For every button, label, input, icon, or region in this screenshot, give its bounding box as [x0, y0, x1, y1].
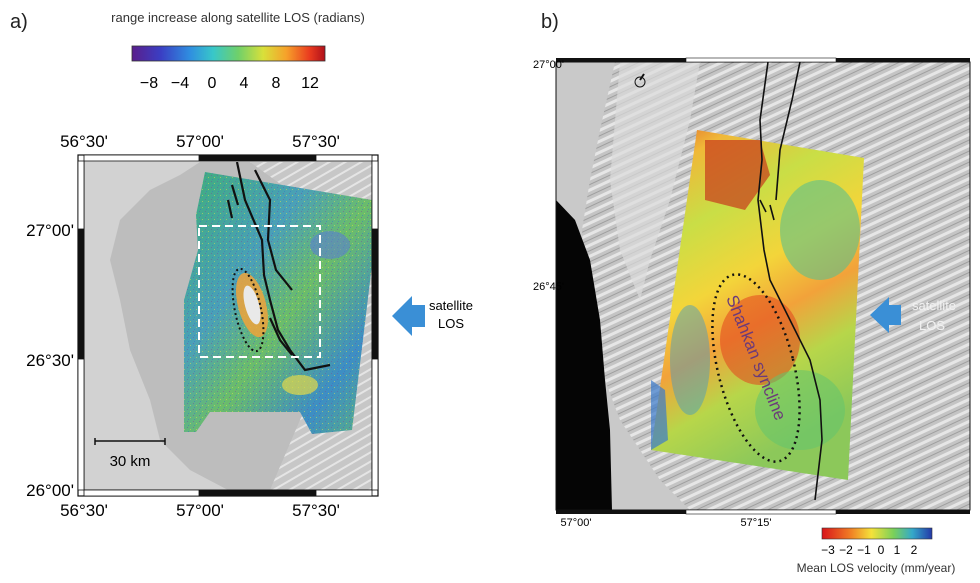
lon-label: 57°00'	[561, 517, 592, 529]
colorbar-b	[821, 527, 933, 540]
satellite-arrow-icon	[870, 297, 901, 333]
colorbar-b-ticks: −3 −2 −1 0 1 2	[821, 543, 918, 557]
satellite-arrow-icon	[392, 296, 425, 336]
frame-b	[555, 57, 971, 515]
lat-labels-b: 27°00' 26°45'	[533, 59, 564, 293]
colorbar-a-tick: 12	[301, 75, 319, 92]
panel-b: b) Shahkan syncline	[533, 11, 971, 575]
faults-b	[757, 62, 823, 501]
panel-b-label: b)	[541, 11, 559, 33]
lat-label: 27°00'	[26, 221, 74, 240]
map-a: 30 km	[84, 162, 372, 490]
colorbar-a-ticks: −8 −4 0 4 8 12	[140, 75, 319, 92]
satellite-label-b-los: LOS	[919, 318, 945, 333]
colorbar-a	[131, 45, 326, 62]
colorbar-a-tick: 0	[208, 75, 217, 92]
faults-a	[226, 162, 331, 372]
lon-label: 57°30'	[292, 132, 340, 151]
satellite-arrow-a: satellite LOS	[392, 296, 473, 336]
lon-label: 56°30'	[60, 501, 108, 520]
colorbar-a-tick: 4	[240, 75, 249, 92]
lon-labels-bottom-a: 56°30' 57°00' 57°30'	[60, 501, 340, 520]
colorbar-b-tick: −3	[821, 543, 835, 557]
scale-bar-a	[94, 438, 166, 445]
inset-box-a	[198, 225, 321, 358]
satellite-label-a-los: LOS	[438, 316, 464, 331]
colorbar-a-tick: −4	[171, 75, 189, 92]
lon-labels-top-a: 56°30' 57°00' 57°30'	[60, 132, 340, 151]
colorbar-b-tick: 0	[878, 543, 885, 557]
satellite-arrow-b: satellite LOS	[870, 297, 956, 333]
satellite-label-b: satellite	[912, 298, 956, 313]
lat-label: 27°00'	[533, 59, 564, 71]
lat-label: 26°00'	[26, 481, 74, 500]
satellite-label-a: satellite	[429, 298, 473, 313]
colorbar-b-tick: 2	[911, 543, 918, 557]
panel-a-label: a)	[10, 11, 28, 33]
lat-label: 26°45'	[533, 281, 564, 293]
deep-sea-b	[556, 200, 612, 510]
lat-labels-a: 27°00' 26°30' 26°00'	[26, 221, 74, 500]
colorbar-a-title: range increase along satellite LOS (radi…	[111, 10, 365, 25]
syncline-outline-a	[231, 267, 265, 353]
lon-label: 57°30'	[292, 501, 340, 520]
colorbar-b-tick: −1	[857, 543, 871, 557]
lon-label: 56°30'	[60, 132, 108, 151]
lon-label: 57°15'	[741, 517, 772, 529]
syncline-outline-b	[711, 273, 801, 463]
lon-label: 57°00'	[176, 132, 224, 151]
colorbar-a-tick: −8	[140, 75, 158, 92]
sea-a	[84, 162, 228, 490]
frame-a	[77, 154, 379, 497]
map-b: Shahkan syncline	[556, 62, 970, 510]
panel-a: a) range increase along satellite LOS (r…	[10, 10, 473, 520]
colorbar-b-title: Mean LOS velocity (mm/year)	[797, 561, 956, 575]
lon-labels-b: 57°00' 57°15'	[561, 517, 772, 529]
lat-label: 26°30'	[26, 351, 74, 370]
colorbar-a-tick: 8	[272, 75, 281, 92]
scale-bar-label-a: 30 km	[110, 453, 151, 470]
colorbar-b-tick: −2	[839, 543, 853, 557]
lon-label: 57°00'	[176, 501, 224, 520]
colorbar-b-tick: 1	[894, 543, 901, 557]
